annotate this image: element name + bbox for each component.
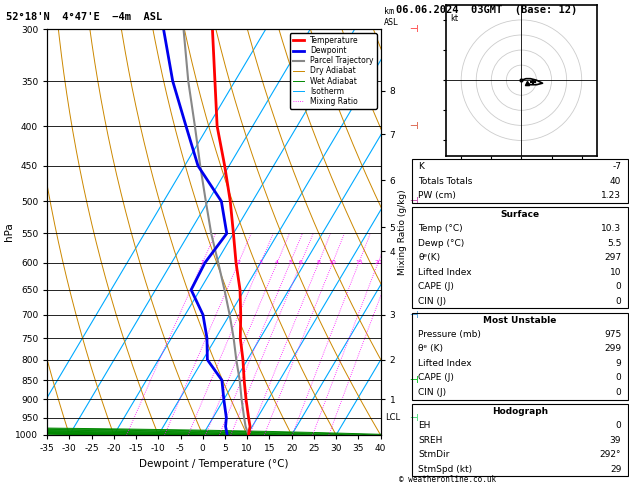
Text: 39: 39 <box>610 435 621 445</box>
Text: 8: 8 <box>316 260 321 265</box>
Text: ⊣: ⊣ <box>409 24 418 34</box>
Text: SREH: SREH <box>418 435 443 445</box>
Text: θᵉ (K): θᵉ (K) <box>418 345 443 353</box>
Text: 20: 20 <box>374 260 382 265</box>
Text: © weatheronline.co.uk: © weatheronline.co.uk <box>399 474 496 484</box>
Text: 0: 0 <box>616 373 621 382</box>
Text: PW (cm): PW (cm) <box>418 191 457 200</box>
Text: ⊣: ⊣ <box>409 413 418 423</box>
Text: θᵉ(K): θᵉ(K) <box>418 253 440 262</box>
Text: CIN (J): CIN (J) <box>418 388 447 397</box>
Text: 1: 1 <box>201 260 204 265</box>
Text: 5.5: 5.5 <box>607 239 621 248</box>
Text: 2: 2 <box>237 260 240 265</box>
Text: 1.23: 1.23 <box>601 191 621 200</box>
Text: Surface: Surface <box>500 210 540 219</box>
Text: 52°18'N  4°47'E  −4m  ASL: 52°18'N 4°47'E −4m ASL <box>6 12 162 22</box>
Text: 297: 297 <box>604 253 621 262</box>
Text: LCL: LCL <box>385 413 400 422</box>
Text: 10.3: 10.3 <box>601 225 621 233</box>
Text: 15: 15 <box>355 260 363 265</box>
Bar <box>412 207 628 309</box>
Text: km
ASL: km ASL <box>384 7 399 27</box>
Text: ⊣: ⊣ <box>409 196 418 207</box>
Text: 0: 0 <box>616 297 621 306</box>
Y-axis label: Mixing Ratio (g/kg): Mixing Ratio (g/kg) <box>398 189 407 275</box>
Text: CAPE (J): CAPE (J) <box>418 282 454 291</box>
Text: 9: 9 <box>616 359 621 368</box>
Text: CIN (J): CIN (J) <box>418 297 447 306</box>
Text: Totals Totals: Totals Totals <box>418 176 473 186</box>
Text: Lifted Index: Lifted Index <box>418 268 472 277</box>
Text: Pressure (mb): Pressure (mb) <box>418 330 481 339</box>
Text: 4: 4 <box>275 260 279 265</box>
Text: 10: 10 <box>329 260 337 265</box>
Text: Hodograph: Hodograph <box>492 407 548 416</box>
Text: 0: 0 <box>616 388 621 397</box>
Text: 0: 0 <box>616 421 621 430</box>
Y-axis label: hPa: hPa <box>4 223 14 242</box>
Text: ⊣: ⊣ <box>409 310 418 320</box>
Text: 10: 10 <box>610 268 621 277</box>
Text: Dewp (°C): Dewp (°C) <box>418 239 465 248</box>
Bar <box>412 404 628 476</box>
Text: ⊣: ⊣ <box>409 121 418 131</box>
Text: ⊣: ⊣ <box>409 375 418 385</box>
Text: 3: 3 <box>259 260 263 265</box>
Text: CAPE (J): CAPE (J) <box>418 373 454 382</box>
Text: K: K <box>418 162 425 171</box>
Text: kt: kt <box>450 14 459 23</box>
Legend: Temperature, Dewpoint, Parcel Trajectory, Dry Adiabat, Wet Adiabat, Isotherm, Mi: Temperature, Dewpoint, Parcel Trajectory… <box>289 33 377 109</box>
Text: 299: 299 <box>604 345 621 353</box>
Bar <box>412 159 628 203</box>
Text: Most Unstable: Most Unstable <box>483 315 557 325</box>
Bar <box>412 313 628 399</box>
Text: 5: 5 <box>288 260 292 265</box>
Text: Lifted Index: Lifted Index <box>418 359 472 368</box>
Text: StmDir: StmDir <box>418 450 450 459</box>
Text: ⊣: ⊣ <box>409 375 418 385</box>
Text: 0: 0 <box>616 282 621 291</box>
Text: StmSpd (kt): StmSpd (kt) <box>418 465 472 473</box>
Text: 975: 975 <box>604 330 621 339</box>
Text: 40: 40 <box>610 176 621 186</box>
Text: EH: EH <box>418 421 431 430</box>
Text: 292°: 292° <box>600 450 621 459</box>
Text: -7: -7 <box>612 162 621 171</box>
Text: 29: 29 <box>610 465 621 473</box>
Text: 06.06.2024  03GMT  (Base: 12): 06.06.2024 03GMT (Base: 12) <box>396 5 577 15</box>
Text: 6: 6 <box>299 260 303 265</box>
X-axis label: Dewpoint / Temperature (°C): Dewpoint / Temperature (°C) <box>139 459 289 469</box>
Text: Temp (°C): Temp (°C) <box>418 225 463 233</box>
